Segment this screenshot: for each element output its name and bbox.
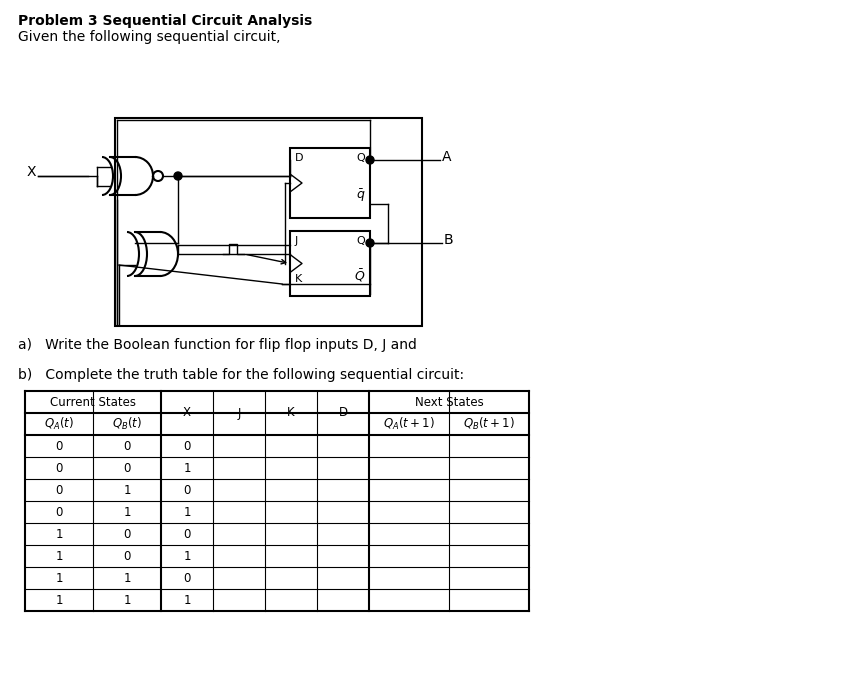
Text: J: J — [295, 236, 298, 246]
Circle shape — [174, 172, 182, 180]
Text: 0: 0 — [56, 506, 62, 519]
Text: Q: Q — [356, 153, 365, 163]
Text: $Q_A(t)$: $Q_A(t)$ — [44, 416, 74, 432]
Text: $Q_A(t+1)$: $Q_A(t+1)$ — [383, 416, 435, 432]
Text: B: B — [444, 233, 454, 247]
Text: 1: 1 — [56, 549, 63, 563]
Text: 1: 1 — [184, 506, 191, 519]
Text: 0: 0 — [123, 440, 131, 453]
Text: 1: 1 — [184, 549, 191, 563]
Bar — [290, 231, 370, 296]
Text: $Q_B(t+1)$: $Q_B(t+1)$ — [463, 416, 515, 432]
Text: K: K — [295, 274, 302, 284]
Text: 1: 1 — [123, 593, 131, 606]
Text: 0: 0 — [56, 484, 62, 497]
Text: K: K — [287, 407, 295, 420]
Text: 0: 0 — [123, 549, 131, 563]
Text: Next States: Next States — [414, 396, 483, 408]
Text: 1: 1 — [184, 593, 191, 606]
Circle shape — [366, 156, 374, 164]
Text: 0: 0 — [184, 440, 190, 453]
Text: a)   Write the Boolean function for flip flop inputs D, J and: a) Write the Boolean function for flip f… — [18, 338, 417, 352]
Text: 1: 1 — [123, 506, 131, 519]
Text: 1: 1 — [123, 484, 131, 497]
Text: 1: 1 — [56, 593, 63, 606]
Text: D: D — [338, 407, 348, 420]
Text: Given the following sequential circuit,: Given the following sequential circuit, — [18, 30, 280, 44]
Text: Q: Q — [356, 236, 365, 246]
Text: X: X — [183, 407, 191, 420]
Text: 0: 0 — [56, 440, 62, 453]
Text: 0: 0 — [184, 571, 190, 584]
Text: 1: 1 — [56, 528, 63, 541]
Text: b)   Complete the truth table for the following sequential circuit:: b) Complete the truth table for the foll… — [18, 368, 464, 382]
Circle shape — [366, 239, 374, 247]
Text: Current States: Current States — [50, 396, 136, 408]
Text: 1: 1 — [184, 462, 191, 475]
Text: 0: 0 — [123, 462, 131, 475]
Text: D: D — [295, 153, 303, 163]
Text: 0: 0 — [123, 528, 131, 541]
Text: Problem 3 Sequential Circuit Analysis: Problem 3 Sequential Circuit Analysis — [18, 14, 312, 28]
Text: 1: 1 — [56, 571, 63, 584]
Text: $Q_B(t)$: $Q_B(t)$ — [112, 416, 142, 432]
Bar — [115, 118, 422, 326]
Text: 0: 0 — [184, 528, 190, 541]
Text: 0: 0 — [184, 484, 190, 497]
Text: A: A — [442, 150, 451, 164]
Bar — [290, 148, 370, 218]
Text: $\bar{q}$: $\bar{q}$ — [355, 187, 365, 204]
Text: 0: 0 — [56, 462, 62, 475]
Text: X: X — [26, 165, 36, 179]
Text: $\bar{Q}$: $\bar{Q}$ — [354, 268, 365, 284]
Text: J: J — [237, 407, 241, 420]
Text: 1: 1 — [123, 571, 131, 584]
